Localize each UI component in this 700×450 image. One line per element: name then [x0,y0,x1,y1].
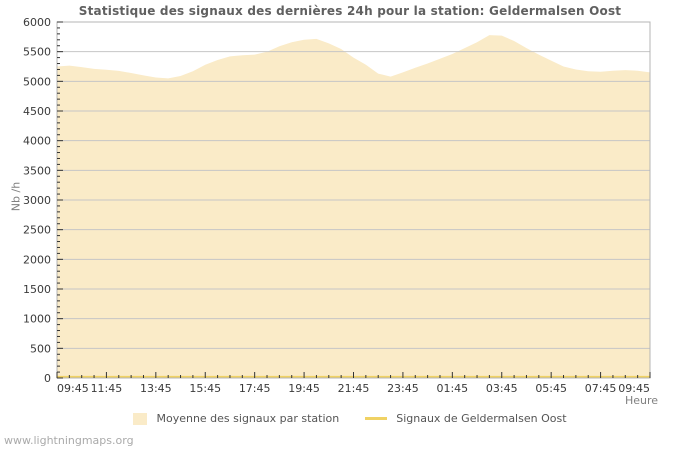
x-tick-label: 03:45 [486,382,518,395]
y-tick-label: 5000 [23,75,51,88]
watermark: www.lightningmaps.org [4,434,134,447]
x-tick-label: 21:45 [338,382,370,395]
x-tick-label: 09:45 [618,382,650,395]
x-tick-label: 07:45 [585,382,617,395]
y-tick-label: 3500 [23,164,51,177]
chart-title: Statistique des signaux des dernières 24… [78,4,622,18]
x-tick-label: 09:45 [57,382,89,395]
y-tick-label: 4000 [23,135,51,148]
x-tick-label: 15:45 [189,382,221,395]
legend: Moyenne des signaux par station Signaux … [0,412,700,425]
legend-area-swatch-icon [133,412,148,425]
x-tick-label: 13:45 [140,382,172,395]
x-tick-label: 17:45 [239,382,271,395]
y-tick-label: 6000 [23,16,51,29]
y-tick-label: 4500 [23,105,51,118]
x-tick-label: 19:45 [288,382,320,395]
x-tick-label: 11:45 [91,382,123,395]
legend-label-average: Moyenne des signaux par station [156,412,340,425]
y-tick-label: 500 [30,342,51,355]
y-tick-label: 1000 [23,313,51,326]
legend-label-station: Signaux de Geldermalsen Oost [396,412,567,425]
y-tick-label: 2000 [23,253,51,266]
y-tick-label: 2500 [23,224,51,237]
x-tick-label: 05:45 [535,382,567,395]
x-axis-title: Heure [624,394,658,407]
y-tick-label: 5500 [23,46,51,59]
x-tick-label: 23:45 [387,382,419,395]
y-tick-label: 0 [44,372,51,385]
area-series-average [57,35,650,378]
x-tick-label: 01:45 [436,382,468,395]
legend-line-swatch-icon [365,417,388,420]
y-tick-label: 3000 [23,194,51,207]
y-tick-label: 1500 [23,283,51,296]
